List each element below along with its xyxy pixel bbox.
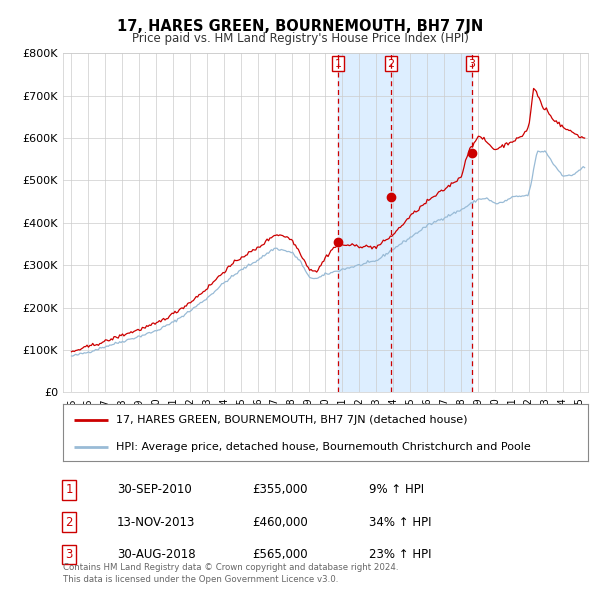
Text: 1: 1 <box>335 58 342 68</box>
Text: £565,000: £565,000 <box>252 548 308 561</box>
Text: 1: 1 <box>65 483 73 496</box>
Text: 13-NOV-2013: 13-NOV-2013 <box>117 516 196 529</box>
Text: 30-SEP-2010: 30-SEP-2010 <box>117 483 192 496</box>
Text: This data is licensed under the Open Government Licence v3.0.: This data is licensed under the Open Gov… <box>63 575 338 584</box>
Text: Price paid vs. HM Land Registry's House Price Index (HPI): Price paid vs. HM Land Registry's House … <box>131 32 469 45</box>
Text: 17, HARES GREEN, BOURNEMOUTH, BH7 7JN (detached house): 17, HARES GREEN, BOURNEMOUTH, BH7 7JN (d… <box>115 415 467 425</box>
Text: £460,000: £460,000 <box>252 516 308 529</box>
Text: HPI: Average price, detached house, Bournemouth Christchurch and Poole: HPI: Average price, detached house, Bour… <box>115 441 530 451</box>
Text: 2: 2 <box>65 516 73 529</box>
Text: Contains HM Land Registry data © Crown copyright and database right 2024.: Contains HM Land Registry data © Crown c… <box>63 563 398 572</box>
Text: 3: 3 <box>469 58 476 68</box>
Bar <box>338 53 472 392</box>
Text: £355,000: £355,000 <box>252 483 308 496</box>
Text: 3: 3 <box>65 548 73 561</box>
Text: 30-AUG-2018: 30-AUG-2018 <box>117 548 196 561</box>
Text: 17, HARES GREEN, BOURNEMOUTH, BH7 7JN: 17, HARES GREEN, BOURNEMOUTH, BH7 7JN <box>117 19 483 34</box>
Text: 9% ↑ HPI: 9% ↑ HPI <box>369 483 424 496</box>
Text: 2: 2 <box>388 58 395 68</box>
Text: 34% ↑ HPI: 34% ↑ HPI <box>369 516 431 529</box>
Text: 23% ↑ HPI: 23% ↑ HPI <box>369 548 431 561</box>
